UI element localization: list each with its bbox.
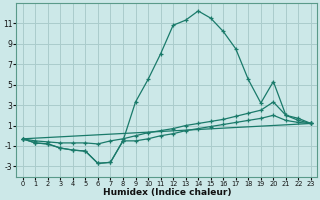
X-axis label: Humidex (Indice chaleur): Humidex (Indice chaleur) [103,188,231,197]
